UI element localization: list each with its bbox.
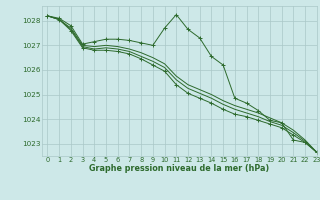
X-axis label: Graphe pression niveau de la mer (hPa): Graphe pression niveau de la mer (hPa): [89, 164, 269, 173]
